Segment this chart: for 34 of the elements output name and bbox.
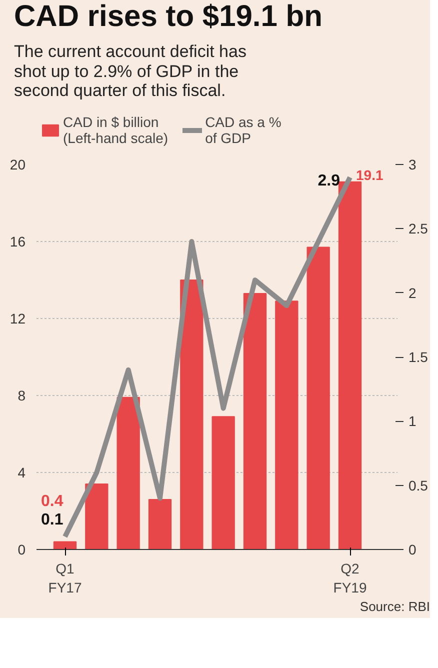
bar xyxy=(148,498,172,550)
y2-tick-label: 1 xyxy=(408,413,416,430)
bar xyxy=(275,300,298,550)
y2-tick-label: 3 xyxy=(408,156,416,172)
bar xyxy=(116,396,140,550)
chart-subtitle: The current account deficit has shot up to 2.9% of GDP in the second quarter of this fiscal. xyxy=(14,42,246,101)
bar xyxy=(243,292,267,550)
y-tick-label: 16 xyxy=(10,234,26,250)
data-label: 19.1 xyxy=(356,166,384,183)
data-label: 0.1 xyxy=(41,512,64,529)
y-tick-label: 8 xyxy=(18,388,26,404)
bar xyxy=(180,280,204,550)
y-tick-label: 4 xyxy=(18,464,26,480)
x-tick-label: Q1 FY17 xyxy=(48,560,82,596)
y2-tick-label: 2 xyxy=(408,284,416,301)
y2-tick-label: 2.5 xyxy=(408,220,428,237)
chart-title: CAD rises to $19.1 bn xyxy=(14,0,322,34)
data-label: 0.4 xyxy=(41,492,64,510)
bar xyxy=(212,416,235,550)
legend-label: CAD as a % of GDP xyxy=(205,114,282,146)
y2-tick-label: 1.5 xyxy=(408,349,428,365)
x-tick-label: Q2 FY19 xyxy=(333,560,367,596)
bar xyxy=(53,541,77,550)
bar xyxy=(85,484,108,550)
source-note: Source: RBI xyxy=(360,599,430,615)
y2-tick-label: 0 xyxy=(408,542,416,558)
data-label: 2.9 xyxy=(318,172,340,190)
legend-label: CAD in $ billion (Left-hand scale) xyxy=(63,114,168,146)
bar xyxy=(338,181,362,550)
y-tick-label: 20 xyxy=(10,156,26,172)
y-tick-label: 12 xyxy=(10,310,26,326)
bar xyxy=(306,246,330,550)
y2-tick-label: 0.5 xyxy=(408,477,428,494)
y-tick-label: 0 xyxy=(18,542,26,558)
